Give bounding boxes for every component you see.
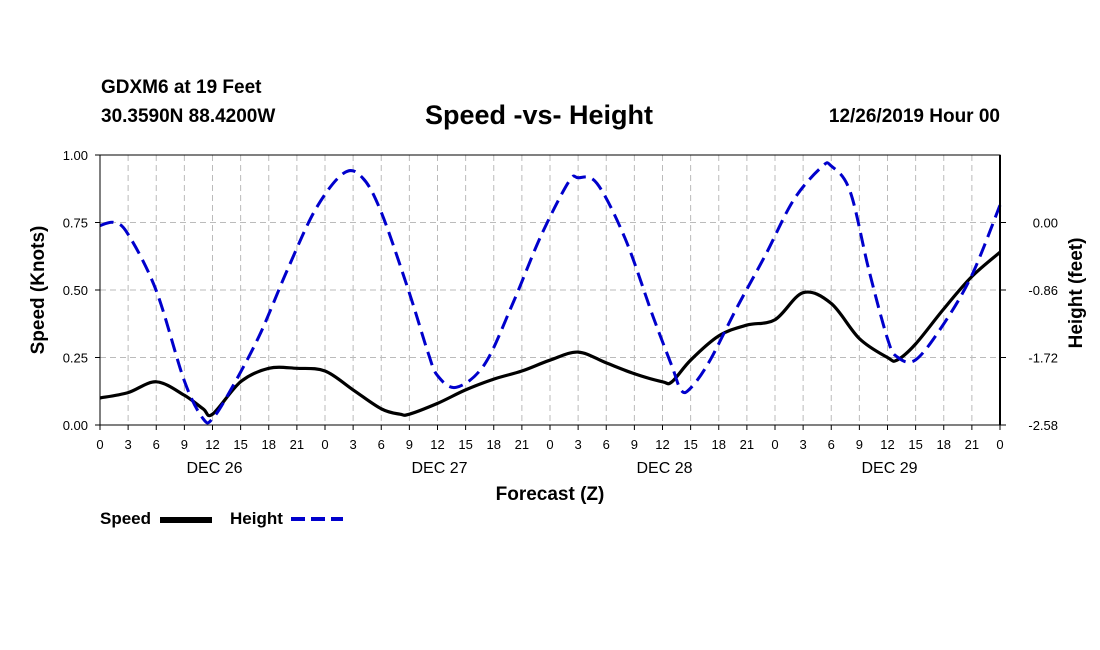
axes: 0 3 6 9 12 15 18 21 0 3 6 9 12 15 18 21 0 3 6 9 12 15 18 21 0 3 6 9… (28, 148, 1087, 505)
x-tick-label: 9 (856, 437, 863, 452)
x-tick-label: 9 (631, 437, 638, 452)
x-tick-label: 18 (262, 437, 276, 452)
x-tick-label: 0 (546, 437, 553, 452)
x-tick-label: 12 (655, 437, 669, 452)
x-tick-label: 12 (880, 437, 894, 452)
x-tick-label: 21 (515, 437, 529, 452)
x-tick-label: 3 (800, 437, 807, 452)
height-series-line (99, 161, 1002, 425)
x-tick-label: 0 (771, 437, 778, 452)
legend-height-swatch (291, 517, 343, 521)
y2-tick-label: 0.00 (1033, 216, 1058, 231)
x-tick-label: 6 (603, 437, 610, 452)
x-tick-label: 6 (153, 437, 160, 452)
station-label: GDXM6 at 19 Feet (101, 77, 262, 98)
x-tick-label: 18 (712, 437, 726, 452)
day-label: DEC 29 (861, 460, 917, 477)
y-axis-title: Speed (Knots) (28, 226, 49, 355)
y2-tick-label: -0.86 (1028, 283, 1058, 298)
chart-title: Speed -vs- Height (425, 100, 654, 130)
day-label: DEC 26 (186, 460, 242, 477)
y-tick-label: 1.00 (63, 148, 88, 163)
day-label: DEC 28 (636, 460, 692, 477)
forecast-date: 12/26/2019 Hour 00 (828, 106, 1000, 127)
coordinates-label: 30.3590N 88.4200W (101, 106, 276, 127)
x-tick-label: 6 (378, 437, 385, 452)
series-layer (99, 161, 1002, 425)
y2-axis-title: Height (feet) (1066, 238, 1087, 349)
legend-speed-label: Speed (100, 509, 152, 528)
x-tick-label: 21 (965, 437, 979, 452)
x-tick-label: 21 (290, 437, 304, 452)
x-tick-label: 15 (233, 437, 247, 452)
x-tick-label: 0 (96, 437, 103, 452)
x-tick-label: 15 (458, 437, 472, 452)
y-tick-label: 0.00 (63, 418, 88, 433)
x-tick-label: 0 (321, 437, 328, 452)
x-tick-label: 12 (430, 437, 444, 452)
x-tick-label: 6 (828, 437, 835, 452)
x-tick-label: 15 (683, 437, 697, 452)
y2-tick-label: -1.72 (1028, 351, 1058, 366)
grid (100, 155, 1000, 425)
x-tick-label: 9 (181, 437, 188, 452)
x-tick-label: 18 (937, 437, 951, 452)
x-tick-label: 18 (487, 437, 501, 452)
x-tick-label: 3 (575, 437, 582, 452)
x-tick-label: 21 (740, 437, 754, 452)
x-tick-label: 3 (350, 437, 357, 452)
x-tick-label: 12 (205, 437, 219, 452)
x-tick-label: 3 (125, 437, 132, 452)
x-tick-label: 15 (908, 437, 922, 452)
y-tick-label: 0.75 (63, 216, 88, 231)
y-tick-label: 0.25 (63, 351, 88, 366)
day-label: DEC 27 (411, 460, 467, 477)
x-axis-title: Forecast (Z) (496, 484, 605, 505)
y-tick-label: 0.50 (63, 283, 88, 298)
y2-tick-label: -2.58 (1028, 418, 1058, 433)
x-tick-label: 0 (996, 437, 1003, 452)
speed-series-line (99, 250, 1002, 418)
legend-speed-swatch (160, 517, 212, 523)
legend-height-label: Height (230, 509, 283, 528)
x-tick-label: 9 (406, 437, 413, 452)
